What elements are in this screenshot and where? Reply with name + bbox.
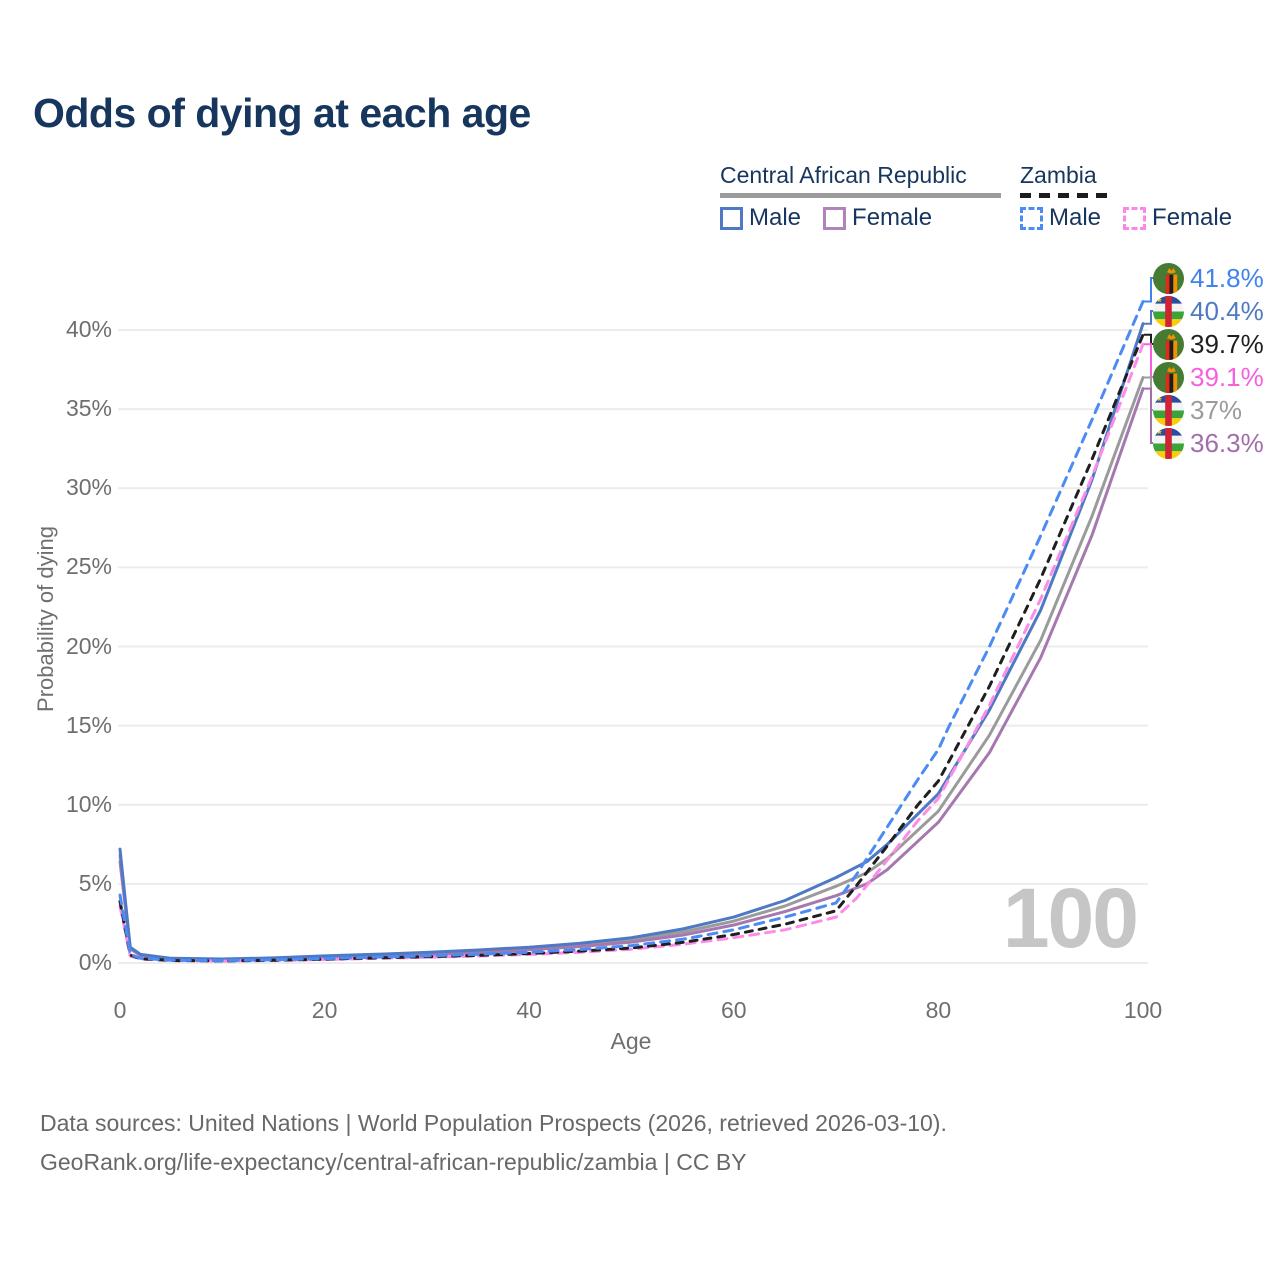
end-label-value-car_female: 36.3% xyxy=(1190,428,1264,458)
y-tick-label: 30% xyxy=(65,474,112,501)
x-tick-label: 100 xyxy=(1123,997,1163,1023)
series-line-zambia_male xyxy=(118,300,1145,963)
series-line-car_male xyxy=(118,322,1145,961)
footer-attribution: GeoRank.org/life-expectancy/central-afri… xyxy=(40,1148,747,1175)
end-label-connector-zambia_female xyxy=(1144,343,1157,378)
y-tick-label: 10% xyxy=(65,790,112,817)
legend-swatch-car-male[interactable] xyxy=(720,206,743,230)
series-line-car_female xyxy=(118,387,1145,961)
legend-group-zambia: Zambia Male Female xyxy=(1020,162,1232,231)
series-line-car_all xyxy=(118,376,1145,961)
legend-swatch-zambia-male[interactable] xyxy=(1020,206,1043,230)
series-line-zambia_female xyxy=(118,342,1145,963)
y-tick-label: 0% xyxy=(78,949,112,975)
central-african-republic-flag-icon xyxy=(1153,295,1184,327)
zambia-flag-icon xyxy=(1153,361,1184,393)
legend-group-title-car: Central African Republic xyxy=(720,162,967,188)
x-tick-label: 60 xyxy=(721,997,747,1023)
zambia-flag-icon xyxy=(1153,328,1184,360)
series-line-zambia_all xyxy=(118,333,1145,963)
end-label-value-zambia_all: 39.7% xyxy=(1190,329,1264,359)
legend-label-zambia-male[interactable]: Male xyxy=(1049,204,1102,231)
end-label-value-zambia_male: 41.8% xyxy=(1190,263,1264,293)
central-african-republic-flag-icon xyxy=(1153,427,1184,459)
x-tick-label: 40 xyxy=(516,997,542,1023)
footer-data-sources: Data sources: United Nations | World Pop… xyxy=(40,1110,947,1136)
x-tick-label: 20 xyxy=(311,997,338,1023)
legend-label-car-male[interactable]: Male xyxy=(749,204,802,231)
x-tick-label: 0 xyxy=(113,997,127,1023)
legend-line-sample-car xyxy=(720,193,1001,198)
zambia-flag-icon xyxy=(1153,262,1184,294)
x-tick-label: 80 xyxy=(925,997,952,1023)
legend-label-car-female[interactable]: Female xyxy=(852,204,933,231)
end-label-value-car_all: 37% xyxy=(1190,395,1243,425)
end-label-connector-zambia_all xyxy=(1144,333,1157,345)
legend-group-central-african-republic: Central African Republic Male Female xyxy=(720,162,1001,231)
y-tick-label: 40% xyxy=(65,316,112,342)
page-title: Odds of dying at each age xyxy=(33,90,531,136)
legend-label-zambia-female[interactable]: Female xyxy=(1152,204,1233,231)
legend-swatch-zambia-female[interactable] xyxy=(1123,206,1147,230)
end-label-value-car_male: 40.4% xyxy=(1190,296,1264,326)
end-label-connector-zambia_male xyxy=(1144,277,1157,303)
end-label-connector-car_all xyxy=(1144,376,1157,411)
y-tick-label: 35% xyxy=(65,395,112,422)
end-label-value-zambia_female: 39.1% xyxy=(1190,362,1264,392)
age-watermark: 100 xyxy=(1002,871,1139,965)
legend-group-title-zambia: Zambia xyxy=(1020,162,1097,188)
footer: Data sources: United Nations | World Pop… xyxy=(40,1104,947,1181)
central-african-republic-flag-icon xyxy=(1153,394,1184,426)
end-label-connector-car_female xyxy=(1144,387,1157,444)
y-tick-label: 5% xyxy=(78,869,112,896)
legend-swatch-car-female[interactable] xyxy=(823,206,847,230)
y-axis-title: Probability of dying xyxy=(33,526,58,712)
x-axis-title: Age xyxy=(610,1028,652,1054)
end-label-connector-car_male xyxy=(1144,310,1157,325)
legend-line-sample-zambia xyxy=(1020,193,1108,198)
